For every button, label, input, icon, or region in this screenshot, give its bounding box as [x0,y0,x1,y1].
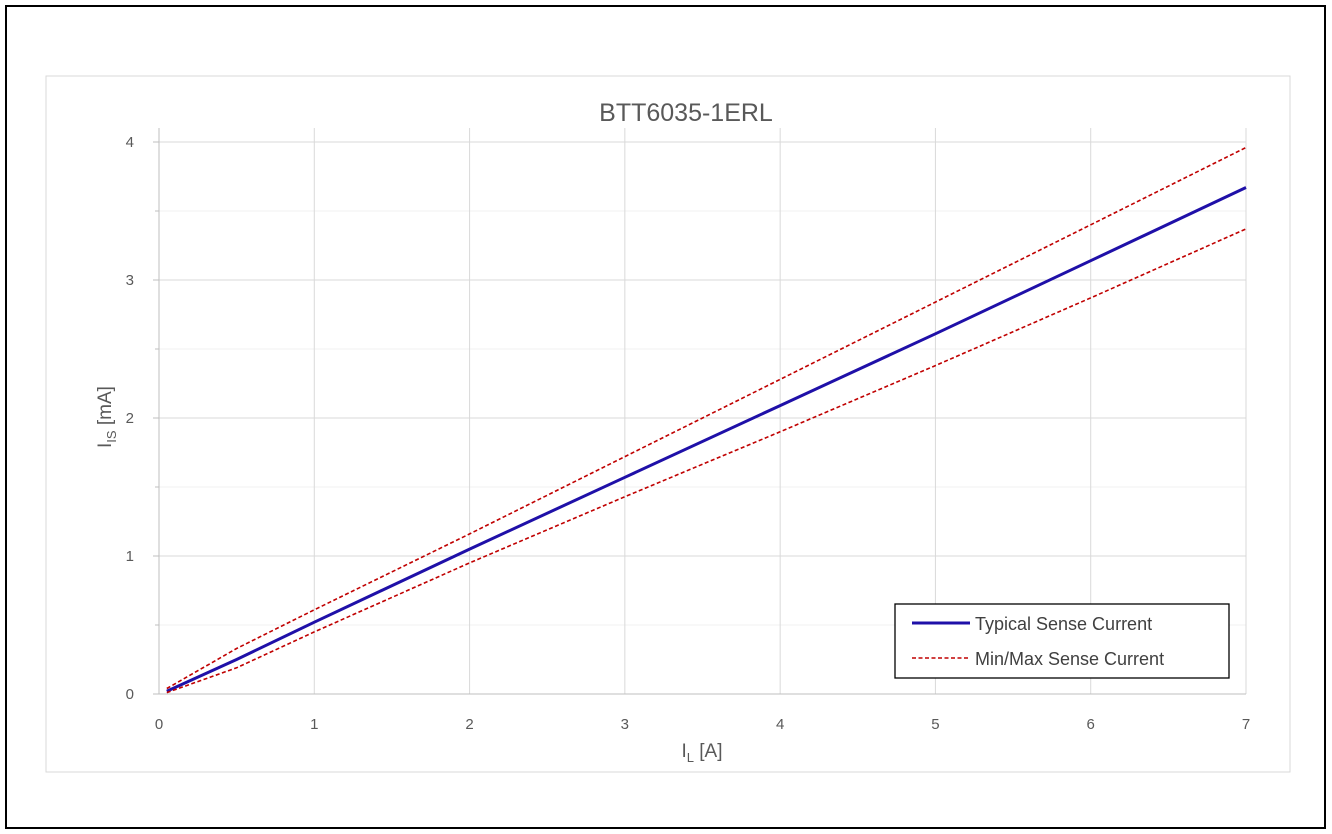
y-tick-label: 2 [126,410,134,427]
series-line-max [166,146,1247,690]
y-axis-title: IIS [mA] [95,386,119,448]
x-axis-title-main: I [681,741,686,762]
x-tick-label: 7 [1242,716,1250,733]
series-line-typical [166,186,1247,693]
x-tick-label: 0 [155,716,163,733]
x-axis-title: IL [A] [681,741,722,765]
y-axis-title-unit: [mA] [95,386,116,430]
tick-labels: 0 1 2 3 4 5 6 7 0 1 2 3 4 [126,134,1251,733]
x-axis-title-unit: [A] [694,741,723,762]
y-tick-label: 3 [126,272,134,289]
x-axis-title-sub: L [687,750,694,765]
chart-title: BTT6035-1ERL [599,99,773,127]
y-axis-title-main: I [95,443,116,448]
x-tick-label: 1 [310,716,318,733]
x-tick-label: 5 [931,716,939,733]
x-tick-label: 6 [1087,716,1095,733]
legend-label-minmax: Min/Max Sense Current [975,649,1164,669]
y-tick-label: 4 [126,134,134,151]
legend: Typical Sense Current Min/Max Sense Curr… [894,603,1230,679]
series-lines [166,146,1247,694]
x-tick-label: 2 [465,716,473,733]
legend-label-typical: Typical Sense Current [975,614,1152,634]
y-axis-title-sub: IS [104,430,119,443]
axes [153,128,1246,695]
x-tick-label: 3 [621,716,629,733]
y-tick-label: 1 [126,548,134,565]
y-tick-label: 0 [126,686,134,703]
legend-box [894,603,1230,679]
x-tick-label: 4 [776,716,784,733]
